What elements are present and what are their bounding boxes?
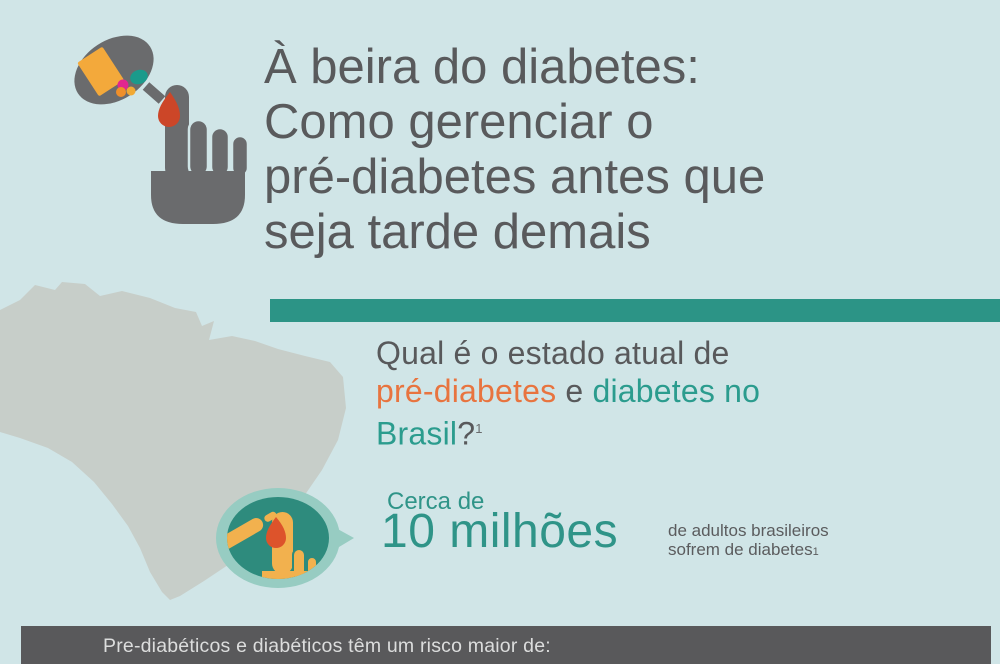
title-line: seja tarde demais: [264, 205, 651, 259]
highlight-diabetes: diabetes no: [592, 373, 761, 409]
title-line: pré-diabetes antes que: [264, 150, 766, 204]
footnote-ref: 1: [812, 546, 819, 558]
page-title: À beira do diabetes: Como gerenciar o pr…: [264, 40, 984, 260]
footnote-ref: 1: [475, 421, 483, 436]
blood-drop: [266, 517, 286, 548]
highlight-prediabetes: pré-diabetes: [376, 373, 557, 409]
stat-caption: de adultos brasileiros sofrem de diabete…: [668, 521, 829, 559]
question-line1: Qual é o estado atual de: [376, 335, 730, 371]
lancet-hand-badge-icon: [216, 488, 354, 588]
footer-bar: Pre-diabéticos e diabéticos têm um risco…: [21, 626, 991, 664]
lancet-pen: [227, 511, 277, 550]
stat-value: 10 milhões: [381, 505, 619, 558]
question-line3: Brasil?1: [376, 415, 483, 452]
question-line2: pré-diabetes e diabetes no: [376, 373, 761, 409]
footer-text: Pre-diabéticos e diabéticos têm um risco…: [103, 635, 551, 657]
blood-drop: [158, 92, 180, 127]
stat-lead: Cerca de: [387, 488, 485, 515]
question-heading: Qual é o estado atual de pré-diabetes e …: [376, 334, 936, 453]
glucose-meter-hand-icon: [74, 35, 250, 224]
title-line: À beira do diabetes:: [264, 40, 700, 94]
title-line: Como gerenciar o: [264, 95, 654, 149]
divider-bar: [270, 299, 1000, 322]
meter-screen: [77, 47, 124, 96]
